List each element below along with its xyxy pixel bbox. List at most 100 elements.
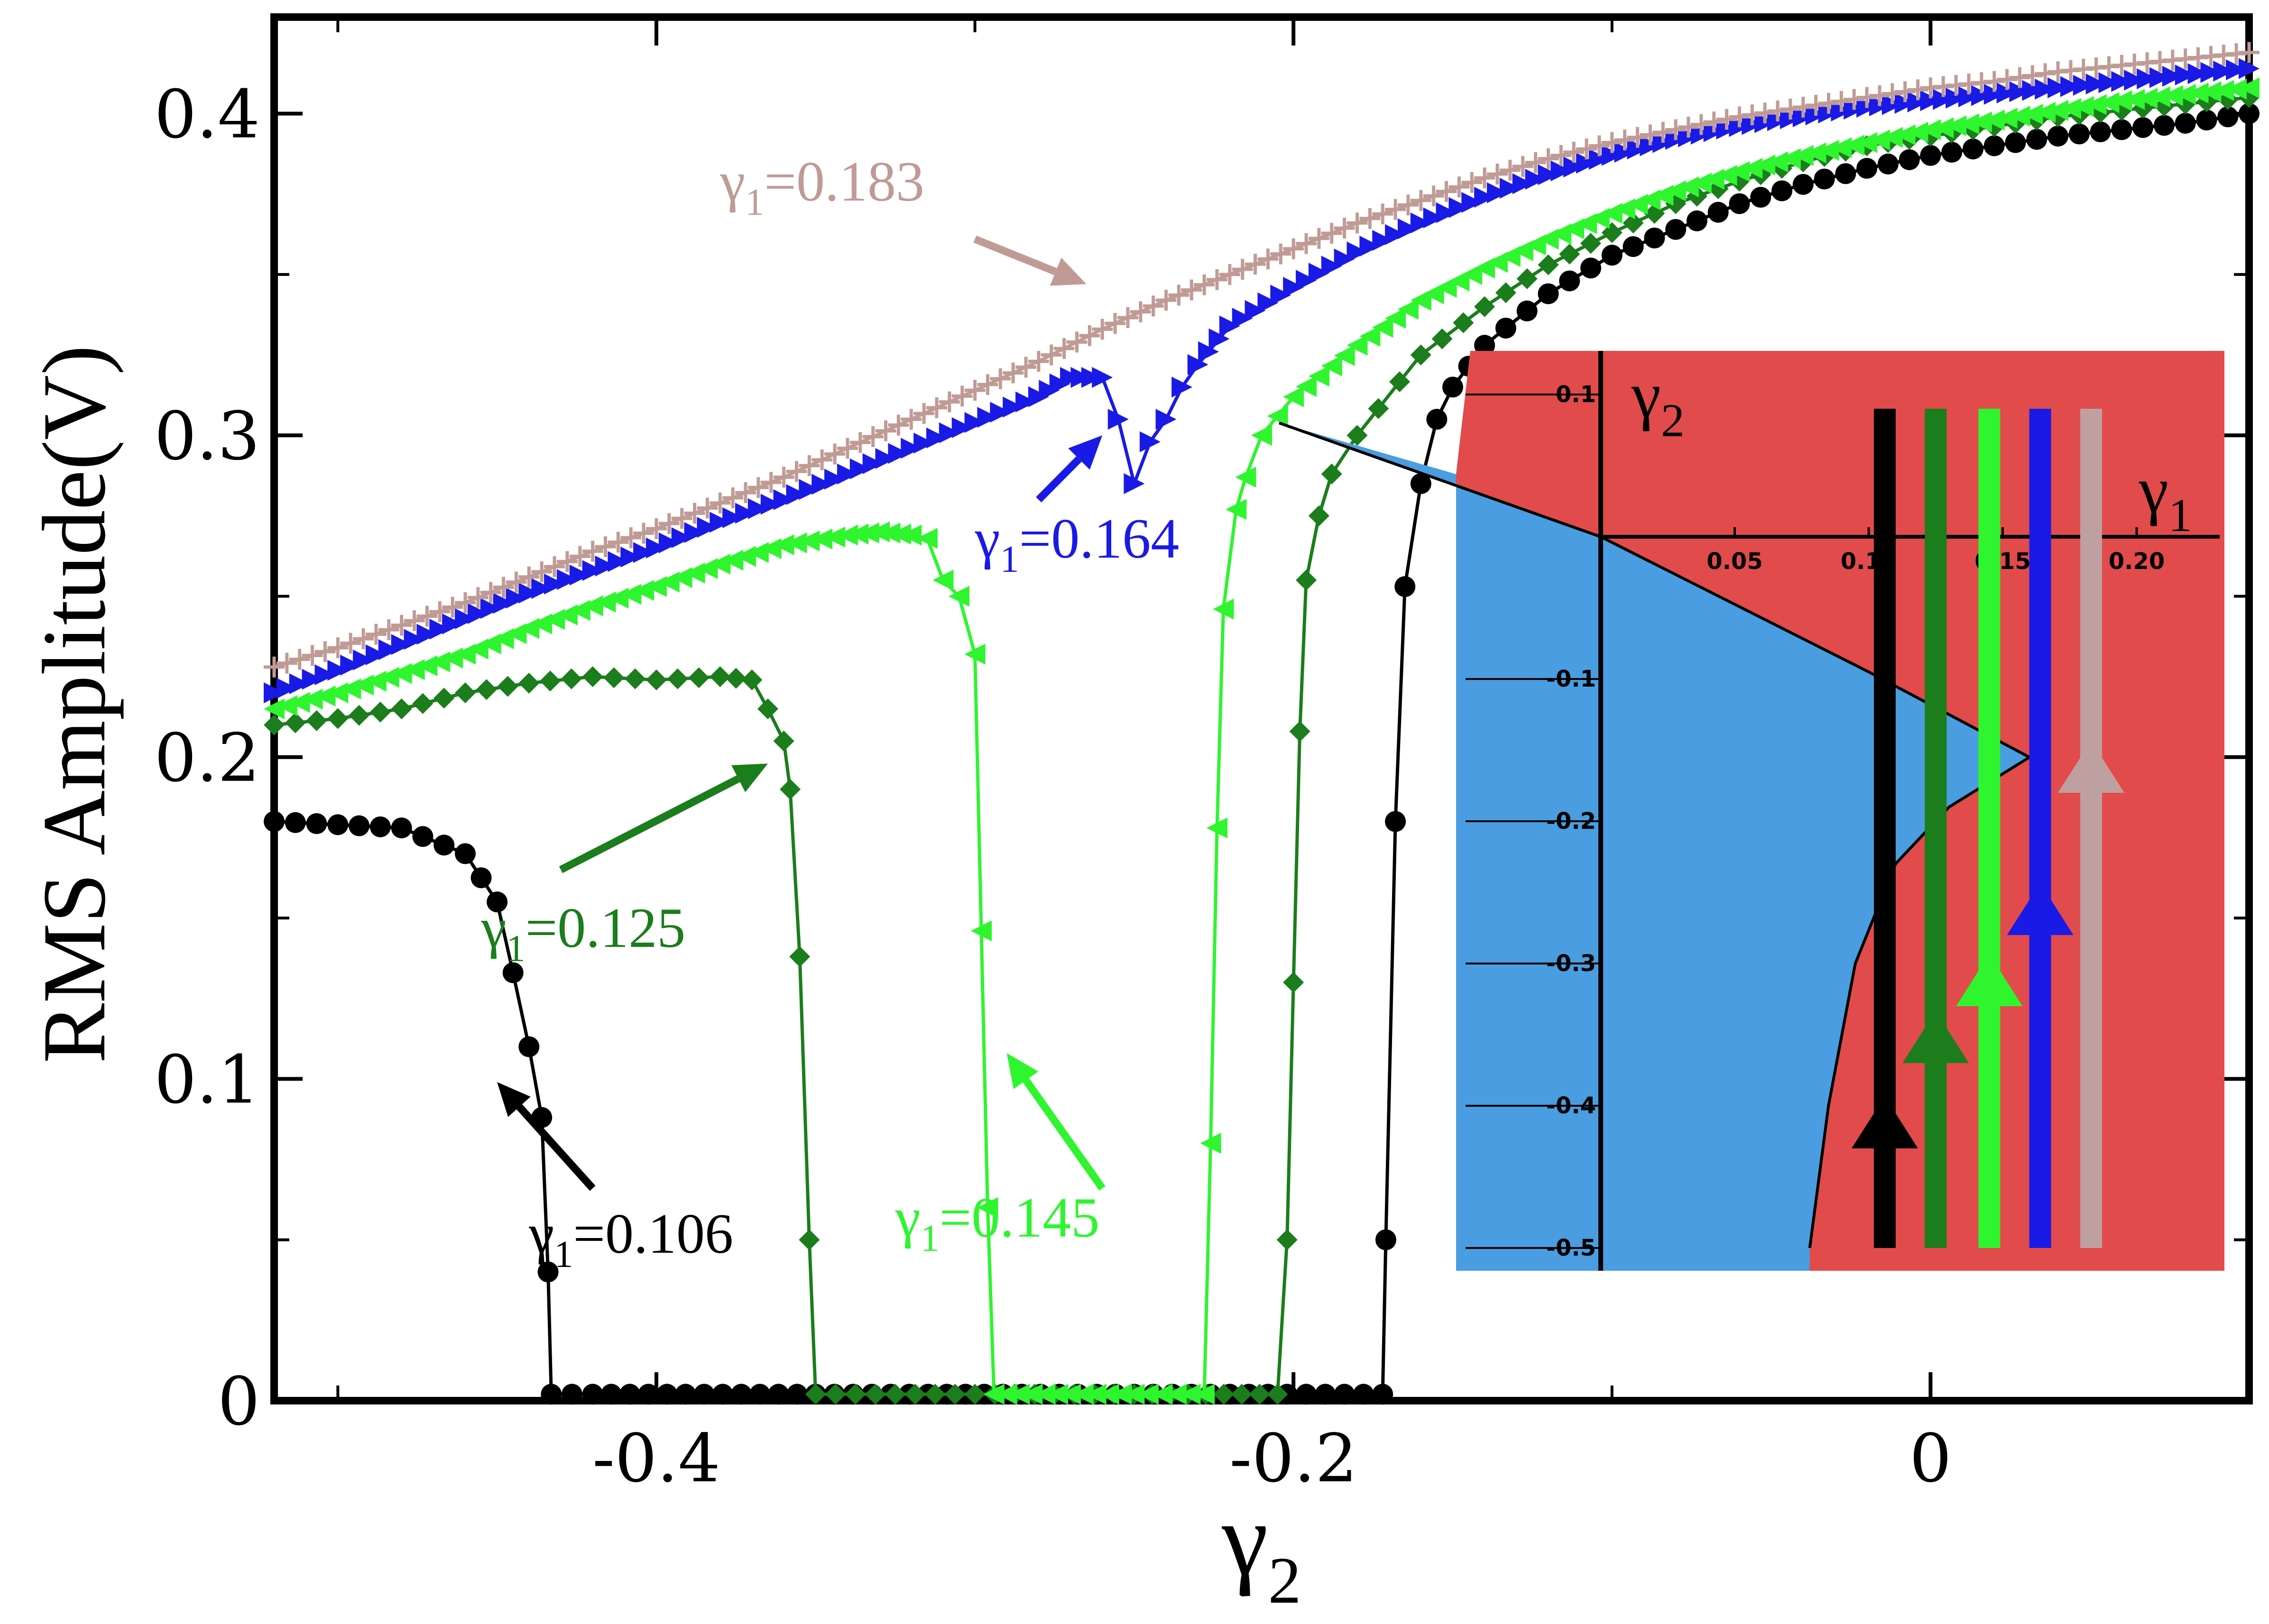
data-point xyxy=(1512,173,1533,194)
data-point xyxy=(939,422,960,443)
inset-x-tick-label-0: 0.05 xyxy=(1706,548,1762,575)
data-point xyxy=(875,448,896,469)
data-point xyxy=(1983,83,2005,105)
data-point xyxy=(2009,81,2030,102)
data-point xyxy=(1187,354,1208,375)
data-point xyxy=(434,688,455,709)
data-point xyxy=(289,692,310,713)
data-point xyxy=(799,479,820,500)
data-point xyxy=(1563,156,1585,178)
data-point xyxy=(1308,263,1329,284)
data-point xyxy=(518,1036,540,1057)
data-point xyxy=(306,710,327,731)
data-point xyxy=(289,649,310,670)
data-point xyxy=(688,667,710,688)
inset-y-tick-label-3: -0.3 xyxy=(1546,950,1596,977)
data-point xyxy=(285,712,306,734)
data-point xyxy=(1941,142,1963,163)
data-point xyxy=(1296,1384,1317,1405)
data-point xyxy=(480,582,501,603)
data-point xyxy=(1124,1384,1145,1405)
data-point xyxy=(2060,76,2081,97)
data-point xyxy=(890,523,911,545)
data-point xyxy=(619,1384,640,1405)
data-point xyxy=(1137,1384,1159,1405)
data-point xyxy=(1060,1384,1081,1405)
data-point xyxy=(2226,79,2247,100)
data-point xyxy=(1431,328,1453,349)
data-point xyxy=(369,701,391,723)
data-point xyxy=(1206,817,1227,839)
data-point xyxy=(264,682,285,704)
data-point xyxy=(970,920,992,942)
annotation-0.164: γ1=0.164 xyxy=(975,435,1179,580)
data-point xyxy=(951,385,973,407)
data-point xyxy=(1729,193,1750,214)
data-point xyxy=(454,843,476,864)
data-point xyxy=(595,536,616,557)
data-point xyxy=(2048,100,2069,121)
annotation-label: γ1=0.145 xyxy=(895,1186,1100,1259)
data-point xyxy=(608,551,629,572)
data-point xyxy=(901,438,922,459)
data-point xyxy=(1588,135,1610,156)
data-point xyxy=(1588,148,1610,170)
data-point xyxy=(1130,301,1151,322)
data-point xyxy=(1015,357,1037,378)
data-point xyxy=(710,512,731,533)
y-tick-label-0: 0 xyxy=(218,1363,260,1440)
data-point xyxy=(1334,218,1355,239)
inset-path-0.125 xyxy=(1902,409,1969,1248)
data-point xyxy=(1321,355,1342,376)
data-point xyxy=(1844,135,1865,156)
data-point xyxy=(977,1197,998,1218)
data-point xyxy=(1899,149,1920,170)
data-point xyxy=(1792,97,1814,118)
data-point xyxy=(2196,110,2217,131)
data-point xyxy=(327,637,349,659)
data-point xyxy=(1486,164,1508,185)
y-tick-label-4: 0.4 xyxy=(154,76,260,154)
data-point xyxy=(1576,138,1597,160)
data-point xyxy=(1835,163,1856,184)
data-point xyxy=(1232,308,1253,329)
data-point xyxy=(1423,185,1444,207)
data-point xyxy=(2048,126,2069,147)
data-point xyxy=(1512,156,1533,177)
data-point xyxy=(2035,101,2056,123)
data-point xyxy=(1652,121,1674,143)
data-point xyxy=(1389,371,1411,393)
data-point xyxy=(812,528,833,550)
data-point xyxy=(1347,241,1368,263)
data-point xyxy=(480,598,501,619)
data-point xyxy=(595,555,616,577)
data-point xyxy=(725,668,747,689)
data-point xyxy=(1347,425,1368,446)
data-point xyxy=(2035,79,2056,100)
data-point xyxy=(2060,98,2081,119)
data-point xyxy=(1869,85,1890,106)
data-point xyxy=(786,532,807,553)
data-point xyxy=(1627,138,1648,160)
data-point xyxy=(924,1384,946,1405)
data-point xyxy=(1206,269,1227,290)
annotation-arrow-shaft xyxy=(1036,456,1082,503)
data-point xyxy=(1198,341,1219,362)
data-point xyxy=(2175,83,2196,105)
data-point xyxy=(865,1384,886,1405)
data-point xyxy=(858,523,879,544)
data-point xyxy=(2137,88,2158,109)
data-point xyxy=(412,693,434,714)
data-point xyxy=(1971,85,1992,106)
data-point xyxy=(1831,137,1852,158)
data-point xyxy=(1933,89,1954,110)
data-point xyxy=(1053,338,1075,359)
data-point xyxy=(710,492,731,514)
data-point xyxy=(741,669,763,690)
data-point xyxy=(285,812,306,833)
inset-path-0.106 xyxy=(1851,409,1918,1248)
data-point xyxy=(1372,229,1393,251)
data-point xyxy=(302,645,323,666)
data-point xyxy=(1767,151,1789,173)
data-point xyxy=(773,467,794,488)
